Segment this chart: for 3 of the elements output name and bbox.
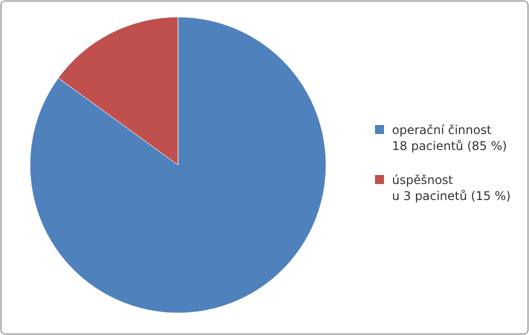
legend-label: úspěšnost u 3 pacinetů (15 %): [392, 173, 511, 203]
pie-slice: [30, 16, 326, 314]
legend-label: operační činnost 18 pacientů (85 %): [392, 123, 507, 153]
